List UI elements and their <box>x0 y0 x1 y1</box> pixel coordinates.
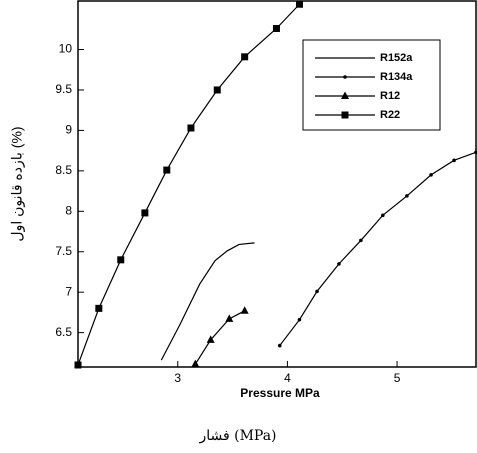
x-axis-label: Pressure MPa <box>240 386 320 400</box>
data-point <box>74 361 82 369</box>
legend-marker <box>341 91 349 99</box>
plot-frame <box>77 0 477 368</box>
series-line <box>279 151 477 346</box>
legend-label: R134a <box>380 71 413 83</box>
legend-label: R22 <box>380 109 400 121</box>
legend-marker <box>341 111 349 119</box>
caption: فشار (MPa) <box>198 428 276 444</box>
y-tick-label: 7.5 <box>55 244 72 258</box>
data-point <box>163 166 171 174</box>
series-line <box>160 242 255 361</box>
data-point <box>337 262 341 266</box>
y-tick-label: 7 <box>65 284 72 298</box>
data-point <box>381 213 385 218</box>
data-point <box>295 0 303 8</box>
data-point <box>429 173 433 177</box>
x-tick-label: 5 <box>394 371 401 385</box>
x-tick-label: 3 <box>174 371 181 385</box>
data-point <box>315 289 319 294</box>
data-point <box>297 317 302 322</box>
y-tick-label: 6.5 <box>55 325 72 339</box>
y-tick-label: 9.5 <box>55 82 72 96</box>
y-tick-label: 10 <box>59 42 73 56</box>
data-point <box>191 359 200 368</box>
legend-marker <box>343 75 347 79</box>
series-line <box>77 3 300 366</box>
data-point <box>240 306 249 314</box>
data-point <box>452 158 456 163</box>
x-tick-label: 4 <box>284 371 291 385</box>
data-point <box>95 304 103 312</box>
data-point <box>277 343 282 348</box>
y-tick-label: 8 <box>65 203 72 217</box>
data-point <box>141 209 149 217</box>
data-point <box>117 256 125 264</box>
data-point <box>225 314 234 322</box>
legend-box <box>302 39 441 131</box>
data-point <box>206 335 215 343</box>
legend-label: R152a <box>380 52 413 64</box>
data-point <box>405 194 409 198</box>
legend-label: R12 <box>380 90 400 102</box>
data-point <box>359 238 363 243</box>
series-line <box>194 310 245 365</box>
data-point <box>241 53 249 61</box>
data-point <box>474 150 477 155</box>
y-axis-label: بازده قانون اول (%) <box>9 126 26 241</box>
data-point <box>272 25 280 33</box>
y-tick-label: 9 <box>65 123 72 137</box>
y-tick-label: 8.5 <box>55 163 72 177</box>
data-point <box>187 124 195 132</box>
data-point <box>213 86 221 94</box>
